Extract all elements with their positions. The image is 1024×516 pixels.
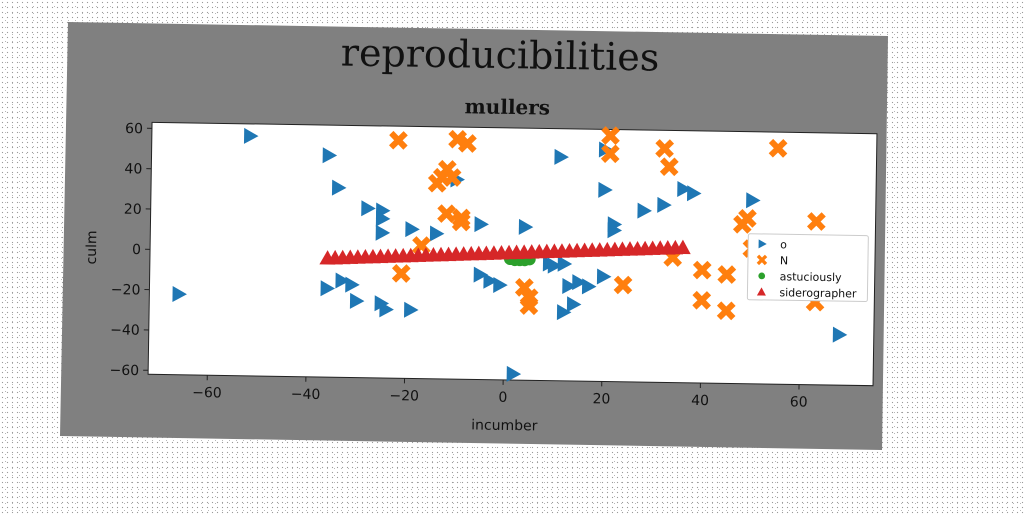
x-tick-label: −40: [291, 387, 321, 403]
legend-label: N: [780, 254, 788, 267]
x-tick-label: −20: [389, 388, 419, 404]
legend-label: siderographer: [779, 286, 857, 300]
x-tick-label: 40: [691, 393, 709, 409]
y-tick-label: −60: [109, 363, 139, 379]
chart-title: mullers: [464, 94, 550, 119]
y-tick-label: 0: [132, 242, 141, 258]
x-axis-label: incumber: [471, 417, 538, 434]
y-tick-label: −40: [110, 322, 140, 338]
y-tick-label: −20: [111, 282, 141, 298]
y-tick-label: 20: [124, 202, 142, 218]
y-tick-label: 60: [125, 121, 143, 137]
legend-label: o: [780, 238, 787, 251]
x-tick-label: 0: [498, 390, 507, 406]
y-axis-label: culm: [84, 230, 101, 264]
figure-title: reproducibilities: [341, 31, 660, 80]
x-tick-label: −60: [192, 385, 222, 401]
x-tick-label: 20: [592, 391, 610, 407]
y-tick-label: 40: [124, 161, 142, 177]
legend-label: astuciously: [780, 270, 843, 284]
x-tick-label: 60: [790, 394, 808, 410]
